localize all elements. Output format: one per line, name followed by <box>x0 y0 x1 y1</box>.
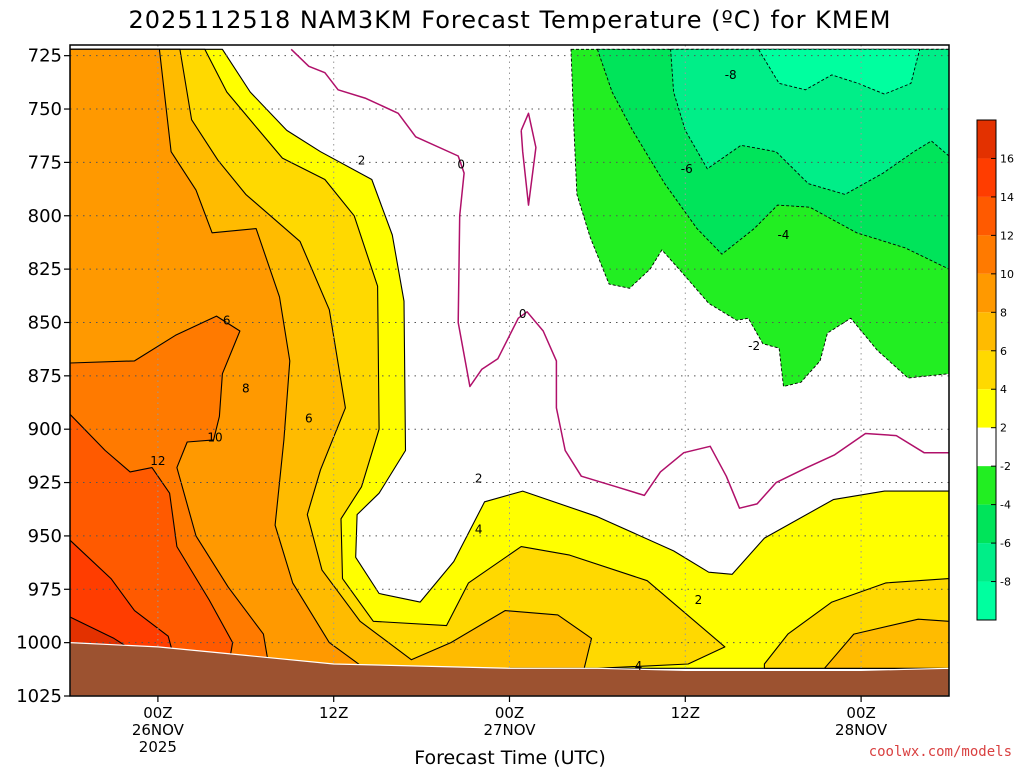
contour-label: 2 <box>475 471 483 485</box>
contour-label: -6 <box>681 162 693 176</box>
colorbar-swatch-gt-to-16 <box>977 120 996 159</box>
y-axis: 725 750 775 800 825 850 875 900 925 950 975 1000 102… <box>16 46 70 707</box>
x-tick-label: 27NOV <box>483 721 536 739</box>
colorbar-swatch--8-to--6 <box>977 543 996 582</box>
contour-label: 8 <box>242 382 250 396</box>
x-tick-label: 12Z <box>319 704 348 722</box>
y-tick-label: 950 <box>28 526 62 547</box>
y-tick-label: 975 <box>28 579 62 600</box>
colorbar-swatch--4-to--2 <box>977 466 996 505</box>
contour-lines <box>290 48 949 509</box>
y-tick-label: 1000 <box>16 633 62 654</box>
contour-label: 0 <box>519 307 527 321</box>
colorbar-swatch-lt-to--8 <box>977 581 996 620</box>
grid-lines <box>70 45 949 696</box>
contour-label: 6 <box>223 313 231 327</box>
colorbar-swatch-10-to-12 <box>977 235 996 274</box>
colorbar-tick-label: 16 <box>1000 152 1014 165</box>
x-tick-label: 28NOV <box>835 721 888 739</box>
y-tick-label: 800 <box>28 206 62 227</box>
colorbar-tick-label: 4 <box>1000 383 1007 396</box>
contour-label: 4 <box>475 523 483 537</box>
contour-label: 10 <box>207 431 222 445</box>
contour-label: 0 <box>457 158 465 172</box>
x-axis-title: Forecast Time (UTC) <box>414 747 605 768</box>
y-tick-label: 725 <box>28 46 62 67</box>
colorbar-swatch--6-to--4 <box>977 504 996 544</box>
colorbar-swatch-14-to-16 <box>977 158 996 197</box>
contour-label: -8 <box>725 68 737 82</box>
contour-line-0 <box>290 48 949 509</box>
y-tick-label: 750 <box>28 99 62 120</box>
chart-title: 2025112518 NAM3KM Forecast Temperature (… <box>129 6 892 34</box>
contour-label: -2 <box>748 339 760 353</box>
colorbar-swatch-4-to-6 <box>977 350 996 390</box>
x-tick-label: 00Z <box>846 704 875 722</box>
colorbar-frame <box>976 119 997 621</box>
y-tick-label: 875 <box>28 366 62 387</box>
colorbar-tick-label: 10 <box>1000 268 1014 281</box>
colorbar-tick-label: 6 <box>1000 345 1007 358</box>
y-tick-label: 825 <box>28 259 62 280</box>
colorbar-tick-label: -4 <box>1000 499 1011 512</box>
colorbar-tick-label: 8 <box>1000 306 1007 319</box>
contour-label: -4 <box>777 228 789 242</box>
colorbar-swatch-6-to-8 <box>977 312 996 351</box>
temperature-band-lt-to--8 <box>758 48 921 95</box>
y-tick-label: 850 <box>28 312 62 333</box>
x-tick-label: 12Z <box>671 704 700 722</box>
colorbar-swatch-2-to-4 <box>977 389 996 428</box>
colorbar-tick-label: -8 <box>1000 576 1011 589</box>
y-tick-label: 775 <box>28 152 62 173</box>
x-tick-label: 00Z <box>143 704 172 722</box>
contour-label: 12 <box>150 454 165 468</box>
contour-labels: 2 0 0 -8 -6 -4 -2 2 4 2 4 6 8 6 10 12 <box>150 68 789 673</box>
colorbar-tick-label: 14 <box>1000 191 1014 204</box>
contour-label: 4 <box>635 659 643 673</box>
ground <box>70 641 949 696</box>
y-tick-label: 900 <box>28 419 62 440</box>
contour-line-0 <box>520 112 537 206</box>
colorbar-swatch-8-to-10 <box>977 273 996 313</box>
y-tick-label: 925 <box>28 473 62 494</box>
colorbar-tick-label: 12 <box>1000 229 1014 242</box>
x-tick-label: 2025 <box>139 738 177 756</box>
colorbar-tick-label: -2 <box>1000 460 1011 473</box>
colorbar-swatch-12-to-14 <box>977 196 996 236</box>
credit-text: coolwx.com/models <box>869 744 1012 760</box>
contour-label: 2 <box>695 593 703 607</box>
contour-label: 6 <box>305 412 313 426</box>
contour-label: 2 <box>358 153 366 167</box>
colorbar-tick-label: 2 <box>1000 422 1007 435</box>
colorbar: 16 14 12 10 8 6 4 2 -2 -4 -6 -8 <box>976 119 1014 621</box>
x-tick-label: 00Z <box>495 704 524 722</box>
colorbar-tick-label: -6 <box>1000 537 1011 550</box>
x-tick-label: 26NOV <box>132 721 185 739</box>
y-tick-label: 1025 <box>16 686 62 707</box>
colorbar-swatch--2-to-2 <box>977 427 996 467</box>
ground-surface <box>70 641 949 696</box>
